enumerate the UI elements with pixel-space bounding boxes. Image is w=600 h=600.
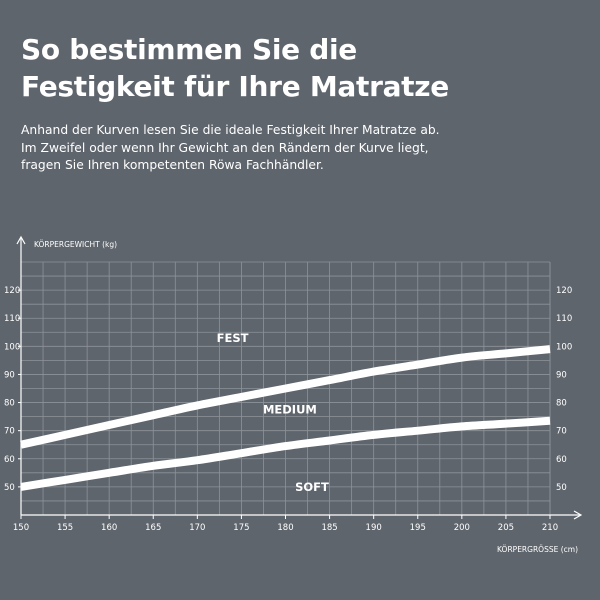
x-tick-label: 155 [57,523,73,533]
x-tick-label: 200 [454,523,470,533]
x-tick-label: 195 [410,523,426,533]
y-tick-label-right: 80 [556,399,567,409]
x-axis-title: KÖRPERGRÖSSE (cm) [497,545,578,554]
y-tick-label: 100 [4,342,20,352]
x-tick-label: 205 [498,523,514,533]
intro-text: Anhand der Kurven lesen Sie die ideale F… [21,122,581,175]
curve-fest [20,345,551,449]
x-tick-label: 170 [189,523,205,533]
y-tick-label: 60 [4,455,15,465]
curve-label-fest: FEST [217,331,249,345]
x-tick-label: 160 [101,523,117,533]
y-tick-label: 90 [4,370,15,380]
y-tick-label-right: 70 [556,427,567,437]
intro-line-2: Im Zweifel oder wenn Ihr Gewicht an den … [21,140,429,155]
y-tick-label-right: 50 [556,483,567,493]
curve-label-soft: SOFT [295,480,329,494]
y-tick-label: 70 [4,427,15,437]
x-tick-label: 180 [277,523,293,533]
y-tick-label-right: 90 [556,370,567,380]
x-tick-label: 190 [366,523,382,533]
x-tick-label: 210 [542,523,558,533]
y-tick-label: 80 [4,399,15,409]
y-axis-arrow [16,235,26,245]
y-tick-label: 110 [4,314,20,324]
chart-labels: FEST MEDIUM SOFT [217,331,329,494]
curve-medium [20,416,551,491]
x-tick-label: 185 [321,523,337,533]
page-title: So bestimmen Sie die Festigkeit für Ihre… [21,31,581,105]
title-line-2: Festigkeit für Ihre Matratze [21,70,449,103]
y-tick-label-right: 120 [556,286,572,296]
x-axis-arrow [573,510,583,520]
chart-axes: KÖRPERGEWICHT (kg) KÖRPERGRÖSSE (cm) [16,235,583,554]
curve-label-medium: MEDIUM [263,403,317,417]
y-axis-title: KÖRPERGEWICHT (kg) [34,240,117,249]
y-tick-label: 50 [4,483,15,493]
intro-line-3: fragen Sie Ihren kompetenten Röwa Fachhä… [21,158,324,172]
title-line-1: So bestimmen Sie die [21,33,357,66]
x-tick-label: 175 [233,523,249,533]
chart-curves [20,345,551,491]
y-tick-label-right: 60 [556,455,567,465]
y-tick-label-right: 110 [556,314,572,324]
intro-line-1: Anhand der Kurven lesen Sie die ideale F… [21,123,440,137]
y-tick-label: 120 [4,286,20,296]
x-tick-label: 150 [13,523,29,533]
y-tick-label-right: 100 [556,342,572,352]
x-tick-label: 165 [145,523,161,533]
chart-ticks: 50 50 60 60 70 70 80 80 90 90 100 100 110 110 120 120 15… [4,286,572,533]
